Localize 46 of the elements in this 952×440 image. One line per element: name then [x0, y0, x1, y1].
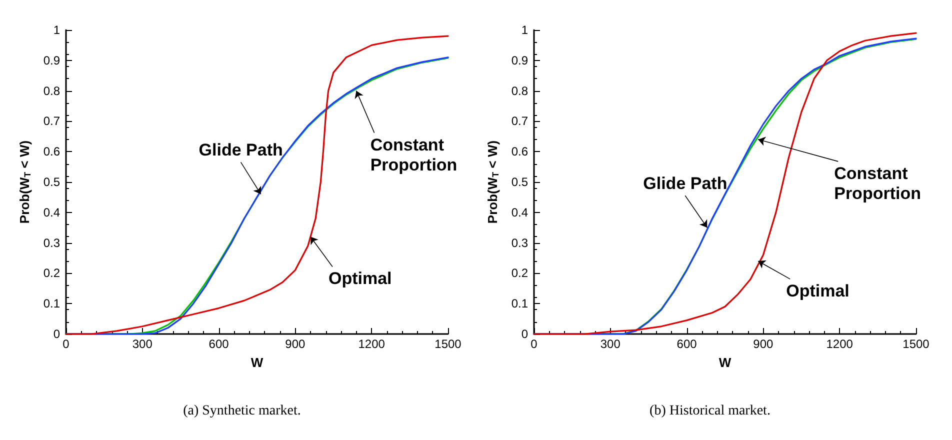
y-tick-label: 0.4 [43, 205, 60, 220]
annotation: Constant Proportion [834, 164, 921, 203]
annotation: Optimal [786, 282, 850, 301]
y-tick-label: 0.5 [43, 175, 60, 189]
x-tick-label: 600 [208, 337, 230, 351]
y-tick-label: 0.6 [511, 144, 528, 159]
x-tick-label: 1200 [358, 337, 386, 351]
y-tick-label: 0.1 [511, 296, 528, 311]
x-tick-label: 900 [753, 337, 774, 351]
y-tick-label: 0.6 [43, 144, 60, 159]
annotation: Constant Proportion [370, 135, 458, 174]
x-tick-label: 1500 [434, 337, 462, 351]
y-tick-label: 0.2 [43, 266, 60, 280]
y-tick-label: 1 [53, 23, 60, 37]
y-tick-label: 0.2 [511, 266, 528, 280]
text: (a) Synthetic market. [183, 404, 301, 418]
y-tick-label: 0.8 [43, 84, 60, 98]
x-tick-label: 0 [62, 337, 70, 351]
y-tick-label: 0 [521, 327, 528, 341]
y-tick-label: 0.8 [511, 84, 528, 98]
x-axis-title: W [718, 355, 732, 370]
x-tick-label: 1200 [826, 337, 854, 351]
y-axis-title: Prob(WT < W) [485, 140, 500, 224]
x-tick-label: 300 [600, 337, 621, 351]
y-tick-label: 0.5 [511, 175, 528, 189]
y-tick-label: 0.7 [43, 114, 60, 128]
x-tick-label: 600 [676, 337, 698, 351]
x-tick-label: 0 [530, 337, 538, 351]
x-tick-label: 1500 [902, 337, 930, 351]
y-tick-label: 0 [53, 327, 60, 341]
y-tick-label: 0.1 [43, 296, 60, 311]
y-tick-label: 0.7 [511, 114, 528, 128]
y-tick-label: 0.9 [43, 53, 60, 68]
text: (b) Historical market. [650, 404, 770, 418]
annotation: Glide Path [198, 140, 283, 160]
y-tick-label: 0.3 [511, 236, 528, 250]
y-tick-label: 0.3 [43, 236, 60, 250]
annotation: Glide Path [643, 174, 728, 194]
x-tick-label: 300 [132, 337, 153, 351]
x-tick-label: 900 [285, 337, 306, 351]
y-axis-title: Prob(WT < W) [17, 140, 32, 224]
y-tick-label: 0.9 [511, 53, 528, 68]
annotation: Optimal [328, 269, 392, 288]
y-tick-label: 1 [521, 23, 528, 37]
y-tick-label: 0.4 [511, 205, 528, 220]
x-axis-title: W [250, 355, 264, 370]
